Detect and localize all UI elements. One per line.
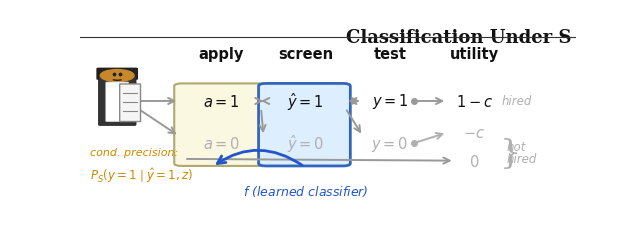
FancyBboxPatch shape <box>259 84 350 166</box>
Text: $f$ (learned classifier): $f$ (learned classifier) <box>243 183 369 198</box>
Text: apply: apply <box>198 47 244 62</box>
Text: hired: hired <box>502 95 532 108</box>
Text: $a = 0$: $a = 0$ <box>203 136 240 151</box>
Text: $y = 1$: $y = 1$ <box>372 92 408 111</box>
Text: Classification Under S: Classification Under S <box>346 29 571 47</box>
FancyBboxPatch shape <box>120 85 141 122</box>
Text: $0$: $0$ <box>469 153 479 169</box>
Text: $\hat{y} = 1$: $\hat{y} = 1$ <box>287 91 324 112</box>
FancyBboxPatch shape <box>174 84 266 166</box>
Circle shape <box>100 70 134 82</box>
FancyBboxPatch shape <box>97 68 138 81</box>
Text: $\hat{y} = 0$: $\hat{y} = 0$ <box>287 133 324 154</box>
Text: $P_S(y=1\mid \hat{y}=1,z)$: $P_S(y=1\mid \hat{y}=1,z)$ <box>90 165 193 184</box>
Text: not: not <box>507 141 526 153</box>
FancyBboxPatch shape <box>99 77 136 126</box>
Text: $-c$: $-c$ <box>463 126 485 141</box>
Text: screen: screen <box>278 47 333 62</box>
Text: cond. precision:: cond. precision: <box>90 147 178 157</box>
Text: utility: utility <box>450 47 499 62</box>
Circle shape <box>99 69 136 83</box>
Text: $y = 0$: $y = 0$ <box>371 134 409 153</box>
FancyBboxPatch shape <box>106 83 129 122</box>
Text: test: test <box>374 47 406 62</box>
Text: $a = 1$: $a = 1$ <box>203 94 240 109</box>
Text: }: } <box>500 137 522 169</box>
Text: $1 - c$: $1 - c$ <box>456 94 493 109</box>
Text: hired: hired <box>507 153 537 166</box>
